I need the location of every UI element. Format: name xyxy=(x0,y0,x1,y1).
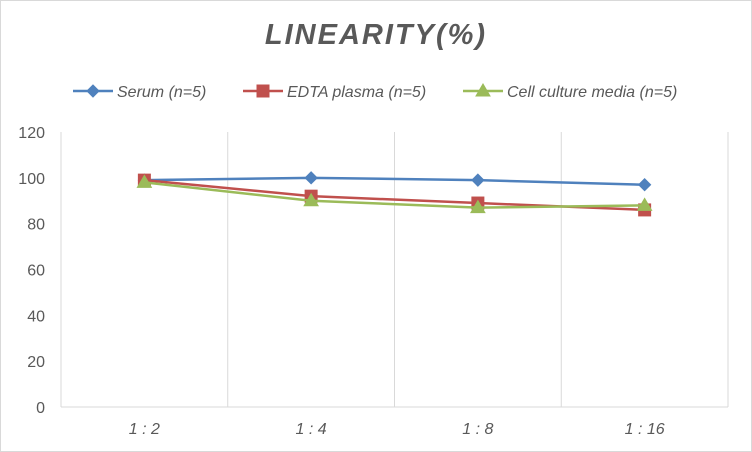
x-tick-label: 1 : 2 xyxy=(129,421,160,438)
series-3 xyxy=(136,174,653,214)
legend-label: Serum (n=5) xyxy=(117,84,206,101)
legend-entry: EDTA plasma (n=5) xyxy=(243,84,426,101)
axis-layer: 0 20 40 60 80 100 120 1 : 2 1 : 4 1 : 8 1 : 16 xyxy=(18,125,728,438)
series-line xyxy=(144,181,645,209)
y-tick-label: 20 xyxy=(27,354,45,371)
x-tick-label: 1 : 4 xyxy=(296,421,327,438)
legend-entry: Serum (n=5) xyxy=(73,84,206,101)
data-point xyxy=(636,197,653,211)
series-line xyxy=(144,176,645,186)
legend-label: Cell culture media (n=5) xyxy=(507,84,677,101)
y-tick-label: 120 xyxy=(18,125,45,142)
y-tick-label: 60 xyxy=(27,263,45,280)
y-tick-label: 100 xyxy=(18,171,45,188)
y-tick-label: 40 xyxy=(27,308,45,325)
legend-swatch-marker xyxy=(86,84,100,98)
legend: Serum (n=5) EDTA plasma (n=5) Cell culture… xyxy=(73,83,677,101)
x-tick-label: 1 : 8 xyxy=(462,421,493,438)
series-layer xyxy=(136,171,653,217)
grid-layer xyxy=(60,132,729,407)
data-point xyxy=(471,173,485,187)
data-point xyxy=(303,192,319,207)
y-tick-label: 0 xyxy=(36,400,45,417)
legend-swatch-marker xyxy=(475,83,491,97)
legend-label: EDTA plasma (n=5) xyxy=(287,84,426,101)
data-point xyxy=(304,171,318,185)
legend-entry: Cell culture media (n=5) xyxy=(463,83,677,101)
y-tick-label: 80 xyxy=(27,217,45,234)
data-point xyxy=(637,178,652,192)
legend-swatch-marker xyxy=(256,84,270,98)
x-tick-label: 1 : 16 xyxy=(625,421,665,438)
data-point xyxy=(470,199,486,214)
data-point xyxy=(136,174,153,188)
chart-title: LINEARITY(%) xyxy=(264,19,488,51)
